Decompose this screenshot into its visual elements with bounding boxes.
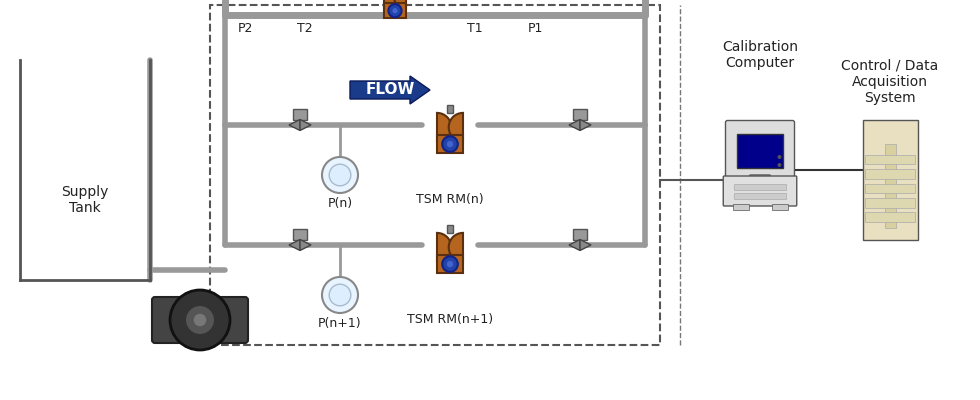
Bar	[573, 228, 587, 240]
Bar	[734, 184, 786, 190]
Text: Calibration
Computer: Calibration Computer	[722, 40, 798, 70]
Bar	[437, 255, 463, 273]
Bar	[293, 108, 307, 120]
Circle shape	[388, 4, 402, 17]
Circle shape	[329, 284, 351, 306]
Circle shape	[329, 164, 351, 186]
Bar	[448, 105, 453, 113]
Bar	[865, 155, 914, 164]
Polygon shape	[569, 120, 580, 130]
Circle shape	[777, 155, 781, 159]
FancyBboxPatch shape	[152, 297, 248, 343]
Text: T1: T1	[467, 22, 483, 35]
Circle shape	[185, 305, 215, 335]
Bar	[437, 135, 463, 153]
Circle shape	[777, 163, 781, 167]
Circle shape	[322, 157, 358, 193]
Polygon shape	[580, 120, 591, 130]
Wedge shape	[449, 233, 463, 262]
Text: P(n+1): P(n+1)	[318, 317, 362, 330]
Text: P2: P2	[237, 22, 253, 35]
Circle shape	[170, 290, 230, 350]
Polygon shape	[747, 175, 773, 179]
Polygon shape	[569, 240, 580, 250]
Polygon shape	[289, 120, 300, 130]
Text: Control / Data
Acquisition
System: Control / Data Acquisition System	[842, 59, 939, 105]
Wedge shape	[437, 233, 452, 262]
Circle shape	[392, 7, 398, 14]
Text: P(n): P(n)	[327, 197, 353, 210]
Bar	[737, 134, 783, 168]
Bar	[210, 5, 660, 345]
Bar	[734, 193, 786, 199]
Bar	[865, 184, 914, 193]
Bar	[732, 204, 749, 210]
Bar	[865, 198, 914, 208]
Circle shape	[193, 313, 207, 327]
FancyArrow shape	[350, 76, 430, 104]
Text: TSM RM(n+1): TSM RM(n+1)	[407, 313, 493, 326]
Wedge shape	[449, 113, 463, 142]
Bar	[771, 204, 788, 210]
Polygon shape	[300, 120, 311, 130]
Text: Supply
Tank: Supply Tank	[62, 185, 109, 215]
Bar	[448, 225, 453, 233]
FancyBboxPatch shape	[723, 176, 797, 206]
Bar	[862, 120, 917, 240]
Circle shape	[446, 140, 454, 148]
Wedge shape	[394, 0, 406, 8]
Circle shape	[446, 260, 454, 268]
Text: T2: T2	[297, 22, 313, 35]
Circle shape	[322, 277, 358, 313]
Bar	[573, 108, 587, 120]
Polygon shape	[289, 240, 300, 250]
Wedge shape	[384, 0, 396, 8]
Polygon shape	[580, 240, 591, 250]
Text: TSM RM(n): TSM RM(n)	[416, 193, 484, 206]
Bar	[384, 3, 406, 18]
Bar	[885, 144, 896, 228]
Bar	[865, 212, 914, 222]
Circle shape	[442, 256, 458, 272]
Bar	[865, 169, 914, 179]
Circle shape	[442, 136, 458, 152]
Text: P1: P1	[527, 22, 543, 35]
Text: FLOW: FLOW	[366, 82, 415, 98]
Polygon shape	[300, 240, 311, 250]
Wedge shape	[437, 113, 452, 142]
FancyBboxPatch shape	[725, 120, 795, 177]
Bar	[293, 228, 307, 240]
